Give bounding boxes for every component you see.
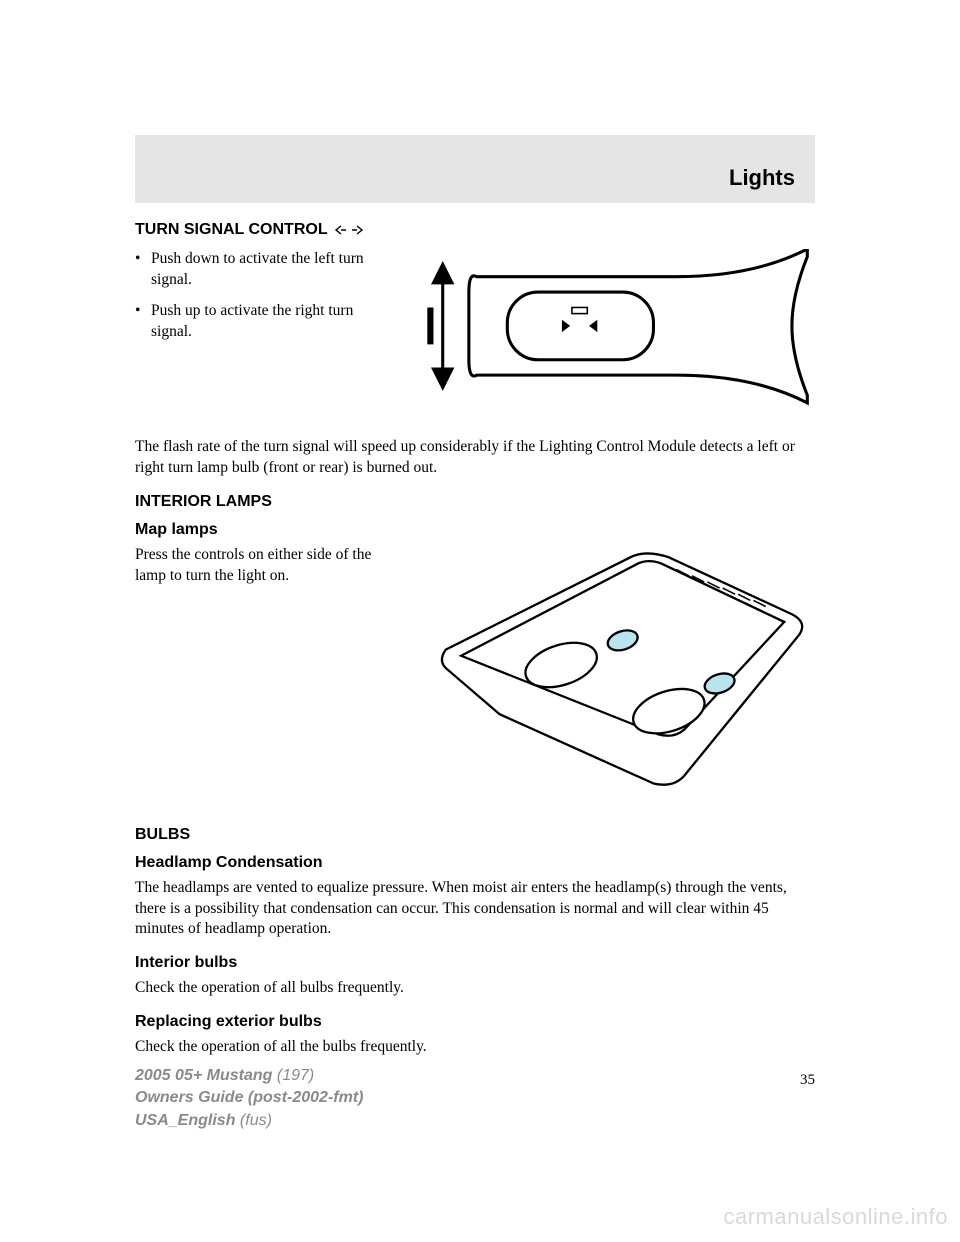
interior-bulbs-title: Interior bulbs [135,954,815,972]
watermark: carmanualsonline.info [723,1204,948,1230]
list-item: Push down to activate the left turn sign… [135,249,395,291]
section-header: Lights [135,135,815,203]
footer: 2005 05+ Mustang (197) Owners Guide (pos… [135,1065,363,1132]
bulbs-heading-text: BULBS [135,826,190,844]
map-lamp-illustration [415,545,815,807]
footer-line1-bold: 2005 05+ Mustang [135,1067,272,1084]
map-lamps-title: Map lamps [135,521,815,539]
turn-signal-bullets: Push down to activate the left turn sign… [135,249,395,343]
footer-line2-bold: Owners Guide (post-2002-fmt) [135,1089,363,1106]
list-item: Push up to activate the right turn signa… [135,301,395,343]
interior-lamps-heading: INTERIOR LAMPS [135,493,815,511]
replacing-exterior-text: Check the operation of all the bulbs fre… [135,1037,815,1058]
turn-signal-heading-text: TURN SIGNAL CONTROL [135,221,328,239]
headlamp-condensation-text: The headlamps are vented to equalize pre… [135,878,815,941]
footer-line3-bold: USA_English [135,1112,235,1129]
headlamp-condensation-title: Headlamp Condensation [135,854,815,872]
interior-lamps-heading-text: INTERIOR LAMPS [135,493,272,511]
turn-signal-heading: TURN SIGNAL CONTROL [135,221,815,239]
turn-signal-note: The flash rate of the turn signal will s… [135,437,815,479]
map-lamps-text: Press the controls on either side of the… [135,545,395,587]
footer-line1-reg: (197) [277,1067,314,1084]
replacing-exterior-title: Replacing exterior bulbs [135,1013,815,1031]
interior-bulbs-text: Check the operation of all bulbs frequen… [135,978,815,999]
section-title: Lights [729,165,795,190]
turn-signal-stalk-illustration [415,249,815,418]
bulbs-heading: BULBS [135,826,815,844]
arrow-right-icon [350,224,364,236]
arrow-left-icon [334,224,348,236]
turn-signal-icon [334,224,364,236]
footer-line3-reg: (fus) [240,1112,272,1129]
